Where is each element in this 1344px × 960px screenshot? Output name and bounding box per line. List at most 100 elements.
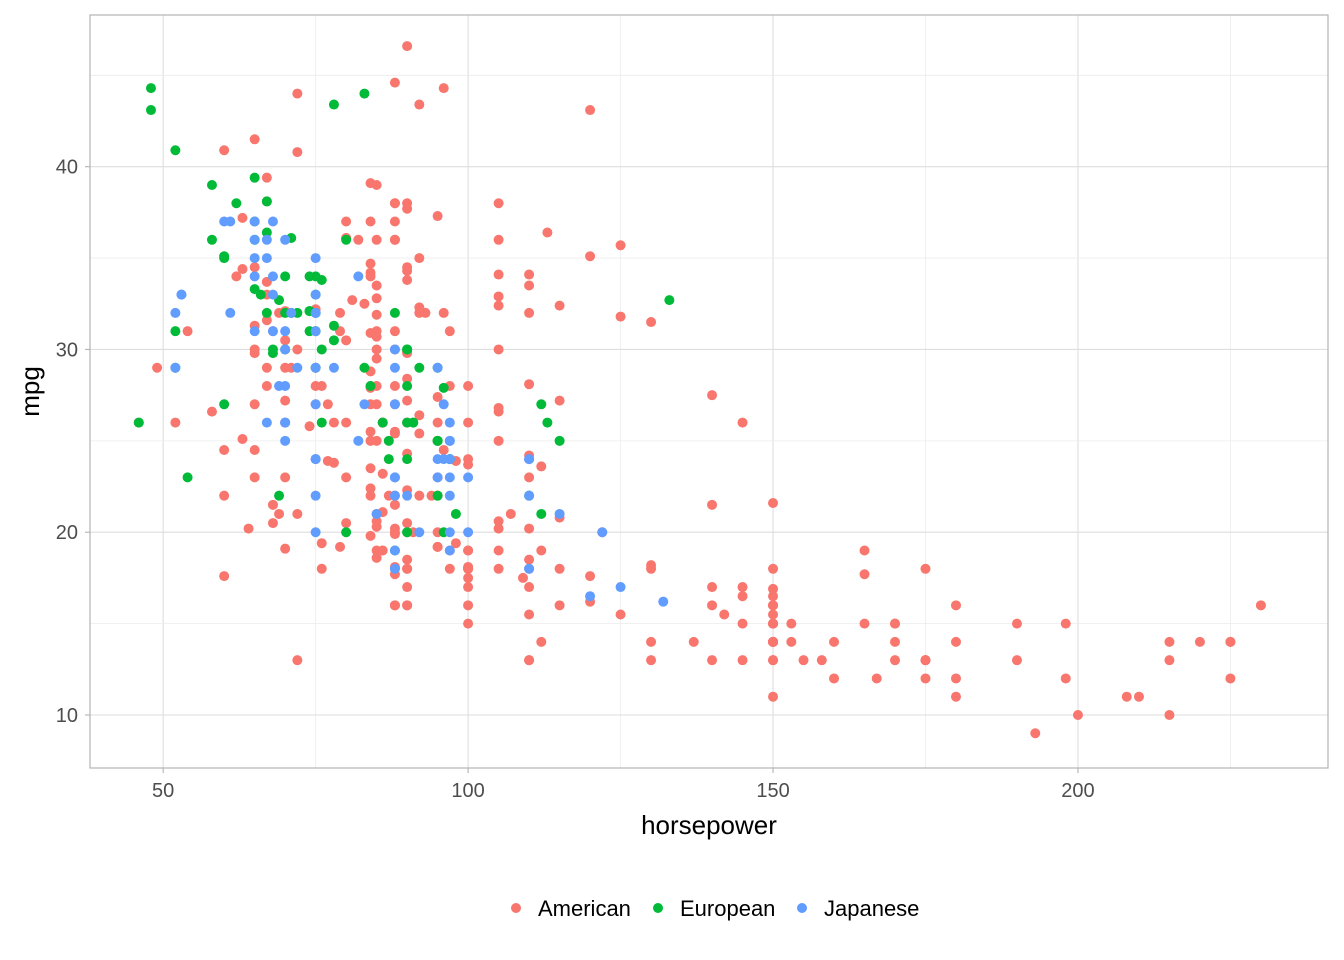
data-point-american (414, 410, 425, 421)
data-point-american (1164, 636, 1175, 647)
data-point-japanese (444, 527, 455, 538)
data-point-american (1225, 673, 1236, 684)
data-point-american (432, 391, 443, 402)
data-point-japanese (444, 490, 455, 501)
data-point-american (219, 571, 230, 582)
data-point-american (414, 99, 425, 110)
data-point-american (389, 234, 400, 245)
data-point-american (438, 444, 449, 455)
data-point-japanese (225, 307, 236, 318)
data-point-european (316, 417, 327, 428)
data-point-japanese (524, 454, 535, 465)
data-point-european (536, 399, 547, 410)
data-point-european (249, 172, 260, 183)
data-point-american (335, 541, 346, 552)
data-point-japanese (310, 454, 321, 465)
data-point-european (328, 335, 339, 346)
data-point-european (274, 490, 285, 501)
data-point-american (206, 406, 217, 417)
data-point-japanese (261, 417, 272, 428)
data-point-american (585, 105, 596, 116)
data-point-american (463, 545, 474, 556)
data-point-american (280, 395, 291, 406)
data-point-american (707, 499, 718, 510)
data-point-japanese (432, 472, 443, 483)
data-point-american (737, 591, 748, 602)
data-point-japanese (310, 527, 321, 538)
data-point-american (402, 265, 413, 276)
data-point-european (402, 454, 413, 465)
data-point-american (365, 483, 376, 494)
data-point-american (768, 655, 779, 666)
data-point-american (249, 348, 260, 359)
legend: American European Japanese (511, 896, 919, 921)
data-point-american (950, 600, 961, 611)
data-point-american (1194, 636, 1205, 647)
data-point-japanese (310, 289, 321, 300)
data-point-japanese (170, 307, 181, 318)
data-point-japanese (170, 362, 181, 373)
data-point-european (261, 307, 272, 318)
data-point-american (371, 309, 382, 320)
data-point-american (292, 147, 303, 158)
data-point-american (615, 609, 626, 620)
data-point-american (243, 523, 254, 534)
data-point-american (890, 655, 901, 666)
data-point-japanese (359, 399, 370, 410)
data-point-japanese (389, 362, 400, 373)
data-point-american (768, 600, 779, 611)
data-point-american (402, 554, 413, 565)
data-point-american (1060, 618, 1071, 629)
data-point-american (365, 426, 376, 437)
data-point-european (365, 381, 376, 392)
data-point-american (524, 269, 535, 280)
data-point-american (274, 508, 285, 519)
data-point-american (463, 454, 474, 465)
data-point-european (377, 417, 388, 428)
legend-label-european: European (680, 896, 775, 921)
data-point-american (463, 417, 474, 428)
data-point-american (524, 655, 535, 666)
data-point-japanese (310, 307, 321, 318)
data-point-japanese (267, 271, 278, 282)
x-tick-label: 200 (1061, 780, 1094, 802)
data-point-american (261, 362, 272, 373)
data-point-american (524, 307, 535, 318)
data-point-american (768, 636, 779, 647)
data-point-american (402, 518, 413, 529)
data-point-american (536, 545, 547, 556)
data-point-american (280, 335, 291, 346)
data-point-american (768, 691, 779, 702)
data-point-american (182, 326, 193, 337)
data-point-european (328, 99, 339, 110)
data-point-american (402, 395, 413, 406)
data-point-japanese (444, 545, 455, 556)
data-point-american (1030, 728, 1041, 739)
data-point-american (219, 444, 230, 455)
data-point-european (359, 88, 370, 99)
data-point-european (231, 198, 242, 209)
data-point-american (389, 499, 400, 510)
data-point-american (1011, 618, 1022, 629)
data-point-american (389, 77, 400, 88)
data-point-american (829, 673, 840, 684)
data-point-american (524, 280, 535, 291)
data-point-american (646, 655, 657, 666)
data-point-american (786, 618, 797, 629)
data-point-american (585, 251, 596, 262)
y-tick-label: 20 (56, 522, 78, 544)
data-point-american (524, 379, 535, 390)
data-point-japanese (414, 527, 425, 538)
data-point-american (365, 271, 376, 282)
x-tick-label: 150 (756, 780, 789, 802)
data-point-european (261, 196, 272, 207)
data-point-american (432, 541, 443, 552)
data-point-american (249, 472, 260, 483)
data-point-japanese (249, 253, 260, 264)
data-point-european (219, 253, 230, 264)
data-point-american (414, 428, 425, 439)
data-point-american (554, 300, 565, 311)
data-point-japanese (615, 582, 626, 593)
data-point-japanese (225, 216, 236, 227)
data-point-american (237, 434, 248, 445)
